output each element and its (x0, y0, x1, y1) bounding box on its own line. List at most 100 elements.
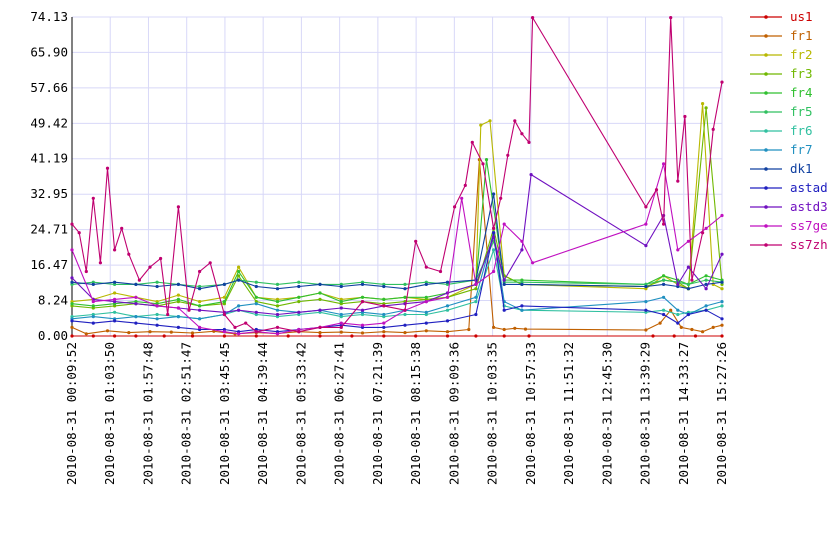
data-point (445, 319, 450, 323)
data-point (134, 315, 138, 319)
legend-marker (764, 15, 768, 19)
data-point (155, 312, 159, 317)
data-point (484, 158, 489, 162)
data-point (720, 300, 724, 304)
data-point (198, 304, 202, 308)
data-point (70, 304, 74, 308)
y-tick-label: 49.42 (30, 115, 68, 130)
data-point (162, 334, 166, 338)
data-point (237, 269, 241, 274)
y-tick-label: 57.66 (30, 80, 68, 95)
data-point (424, 265, 428, 269)
data-point (113, 280, 117, 284)
data-point (403, 331, 407, 335)
legend-item-astd3: astd3 (750, 199, 828, 214)
data-point (222, 312, 226, 317)
data-point (676, 282, 680, 286)
data-point (134, 295, 138, 299)
series-us1 (70, 334, 724, 338)
data-point (520, 308, 524, 312)
data-point (176, 315, 180, 319)
x-tick-label: 2010-08-31 12:45:30 (599, 342, 614, 485)
legend-marker (764, 186, 768, 190)
data-point (424, 321, 428, 325)
data-point (254, 327, 258, 332)
data-point (513, 119, 517, 123)
data-point (531, 261, 535, 265)
data-point (720, 304, 724, 308)
data-point (672, 334, 676, 338)
x-tick-label: 2010-08-31 14:33:27 (676, 342, 691, 485)
data-point (686, 287, 691, 291)
data-point (523, 327, 528, 331)
data-point (704, 226, 708, 230)
data-point (704, 308, 708, 312)
data-point (502, 278, 506, 282)
data-point (318, 331, 322, 335)
legend-item-fr2: fr2 (750, 47, 813, 62)
data-point (297, 330, 301, 334)
data-point (134, 302, 138, 306)
legend-item-ss7zh: ss7zh (750, 237, 828, 252)
legend-label: astad (790, 180, 828, 195)
data-point (222, 330, 226, 334)
data-point (70, 325, 74, 329)
data-point (474, 334, 478, 338)
data-point (155, 284, 159, 289)
data-point (690, 278, 694, 282)
data-point (445, 334, 450, 338)
data-point (113, 291, 117, 295)
data-point (360, 325, 365, 329)
data-point (254, 302, 258, 306)
legend-item-us1: us1 (750, 9, 813, 24)
data-point (424, 312, 428, 317)
y-tick-label: 0.00 (38, 328, 68, 343)
data-point (403, 308, 407, 312)
data-point (159, 256, 163, 261)
data-point (704, 304, 708, 308)
legend-label: fr2 (790, 47, 813, 62)
data-point (127, 252, 131, 256)
data-point (70, 248, 74, 252)
data-point (686, 239, 691, 243)
data-point (360, 308, 365, 312)
data-point (360, 282, 365, 286)
data-point (506, 153, 510, 157)
data-point (403, 295, 407, 299)
data-point (453, 205, 457, 209)
data-point (208, 261, 212, 265)
data-point (91, 282, 95, 286)
data-point (134, 282, 138, 286)
data-point (254, 280, 258, 284)
data-point (662, 282, 666, 286)
data-point (198, 269, 202, 274)
data-point (460, 196, 464, 200)
data-point (644, 205, 648, 209)
data-point (502, 308, 506, 312)
data-point (492, 192, 496, 196)
data-point (339, 297, 343, 301)
data-point (513, 326, 517, 330)
data-point (166, 312, 170, 317)
data-point (70, 334, 74, 338)
data-point (686, 312, 691, 317)
data-point (644, 328, 648, 332)
legend-label: ss7zh (790, 237, 828, 252)
data-point (318, 334, 322, 338)
data-point (679, 325, 683, 329)
series-ss7zh (70, 16, 724, 334)
data-point (424, 300, 428, 304)
legend-marker (764, 53, 768, 57)
data-point (492, 269, 496, 274)
data-point (424, 329, 428, 333)
data-point (275, 325, 280, 329)
data-point (222, 300, 226, 304)
data-point (237, 308, 241, 312)
data-point (686, 265, 691, 269)
data-point (91, 321, 95, 325)
legend-item-dk1: dk1 (750, 161, 813, 176)
data-point (339, 321, 343, 325)
data-point (644, 308, 648, 312)
data-point (527, 140, 531, 144)
legend-item-fr4: fr4 (750, 85, 813, 100)
